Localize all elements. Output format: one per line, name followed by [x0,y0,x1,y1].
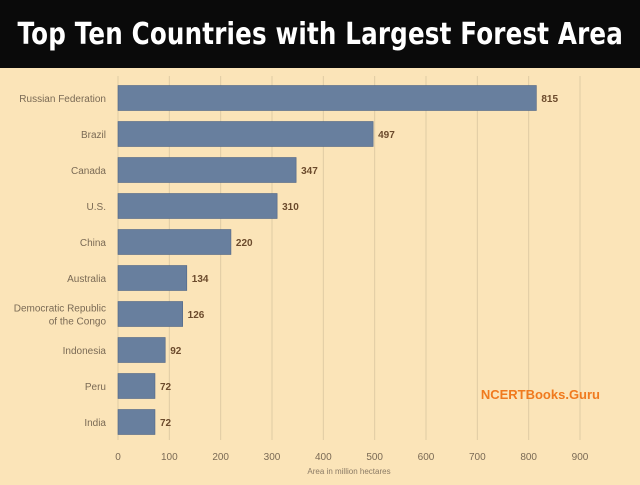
x-tick-label: 200 [212,452,229,463]
data-label: 126 [188,310,205,321]
data-label: 72 [160,418,172,429]
y-tick-label: Russian Federation [19,94,106,105]
data-label: 92 [170,346,182,357]
data-label: 815 [541,94,558,105]
y-tick-label: Democratic Republic [14,304,106,315]
y-tick-label: India [84,418,106,429]
forest-area-bar-chart: 0 100 200 300 400 500 600 700 800 900 815 Russian F… [14,76,600,476]
y-tick-label: Peru [85,382,106,393]
x-tick-label: 700 [469,452,486,463]
x-tick-label: 100 [161,452,178,463]
bar [117,121,374,147]
y-tick-label: of the Congo [49,317,107,328]
label-layer: 0 100 200 300 400 500 600 700 800 900 815 Russian F… [14,94,589,463]
x-tick-label: 900 [572,452,589,463]
data-label: 310 [282,202,299,213]
bar [117,85,537,111]
bar [117,301,183,327]
bar [117,229,232,255]
x-tick-label: 300 [264,452,281,463]
chart-area: 0 100 200 300 400 500 600 700 800 900 815 Russian F… [0,68,640,480]
data-label: 220 [236,238,253,249]
y-tick-label: Brazil [81,130,106,141]
bar [117,157,297,183]
x-axis-label: Area in million hectares [307,467,390,476]
page-title: Top Ten Countries with Largest Forest Ar… [17,16,623,52]
y-tick-label: Australia [67,274,106,285]
data-label: 497 [378,130,395,141]
bar [117,409,156,435]
bar [117,265,188,291]
x-tick-label: 0 [115,452,121,463]
bar [117,373,156,399]
y-tick-label: China [80,238,107,249]
x-tick-label: 400 [315,452,332,463]
x-tick-label: 600 [418,452,435,463]
x-tick-label: 500 [366,452,383,463]
bar [117,193,278,219]
data-label: 347 [301,166,318,177]
y-tick-label: Indonesia [63,346,107,357]
title-bar: Top Ten Countries with Largest Forest Ar… [0,0,640,68]
y-tick-label: Canada [71,166,106,177]
data-label: 134 [192,274,209,285]
y-tick-label: U.S. [87,202,106,213]
bar-layer [117,85,537,435]
x-tick-label: 800 [520,452,537,463]
bar [117,337,166,363]
watermark-text: NCERTBooks.Guru [481,387,600,402]
data-label: 72 [160,382,172,393]
